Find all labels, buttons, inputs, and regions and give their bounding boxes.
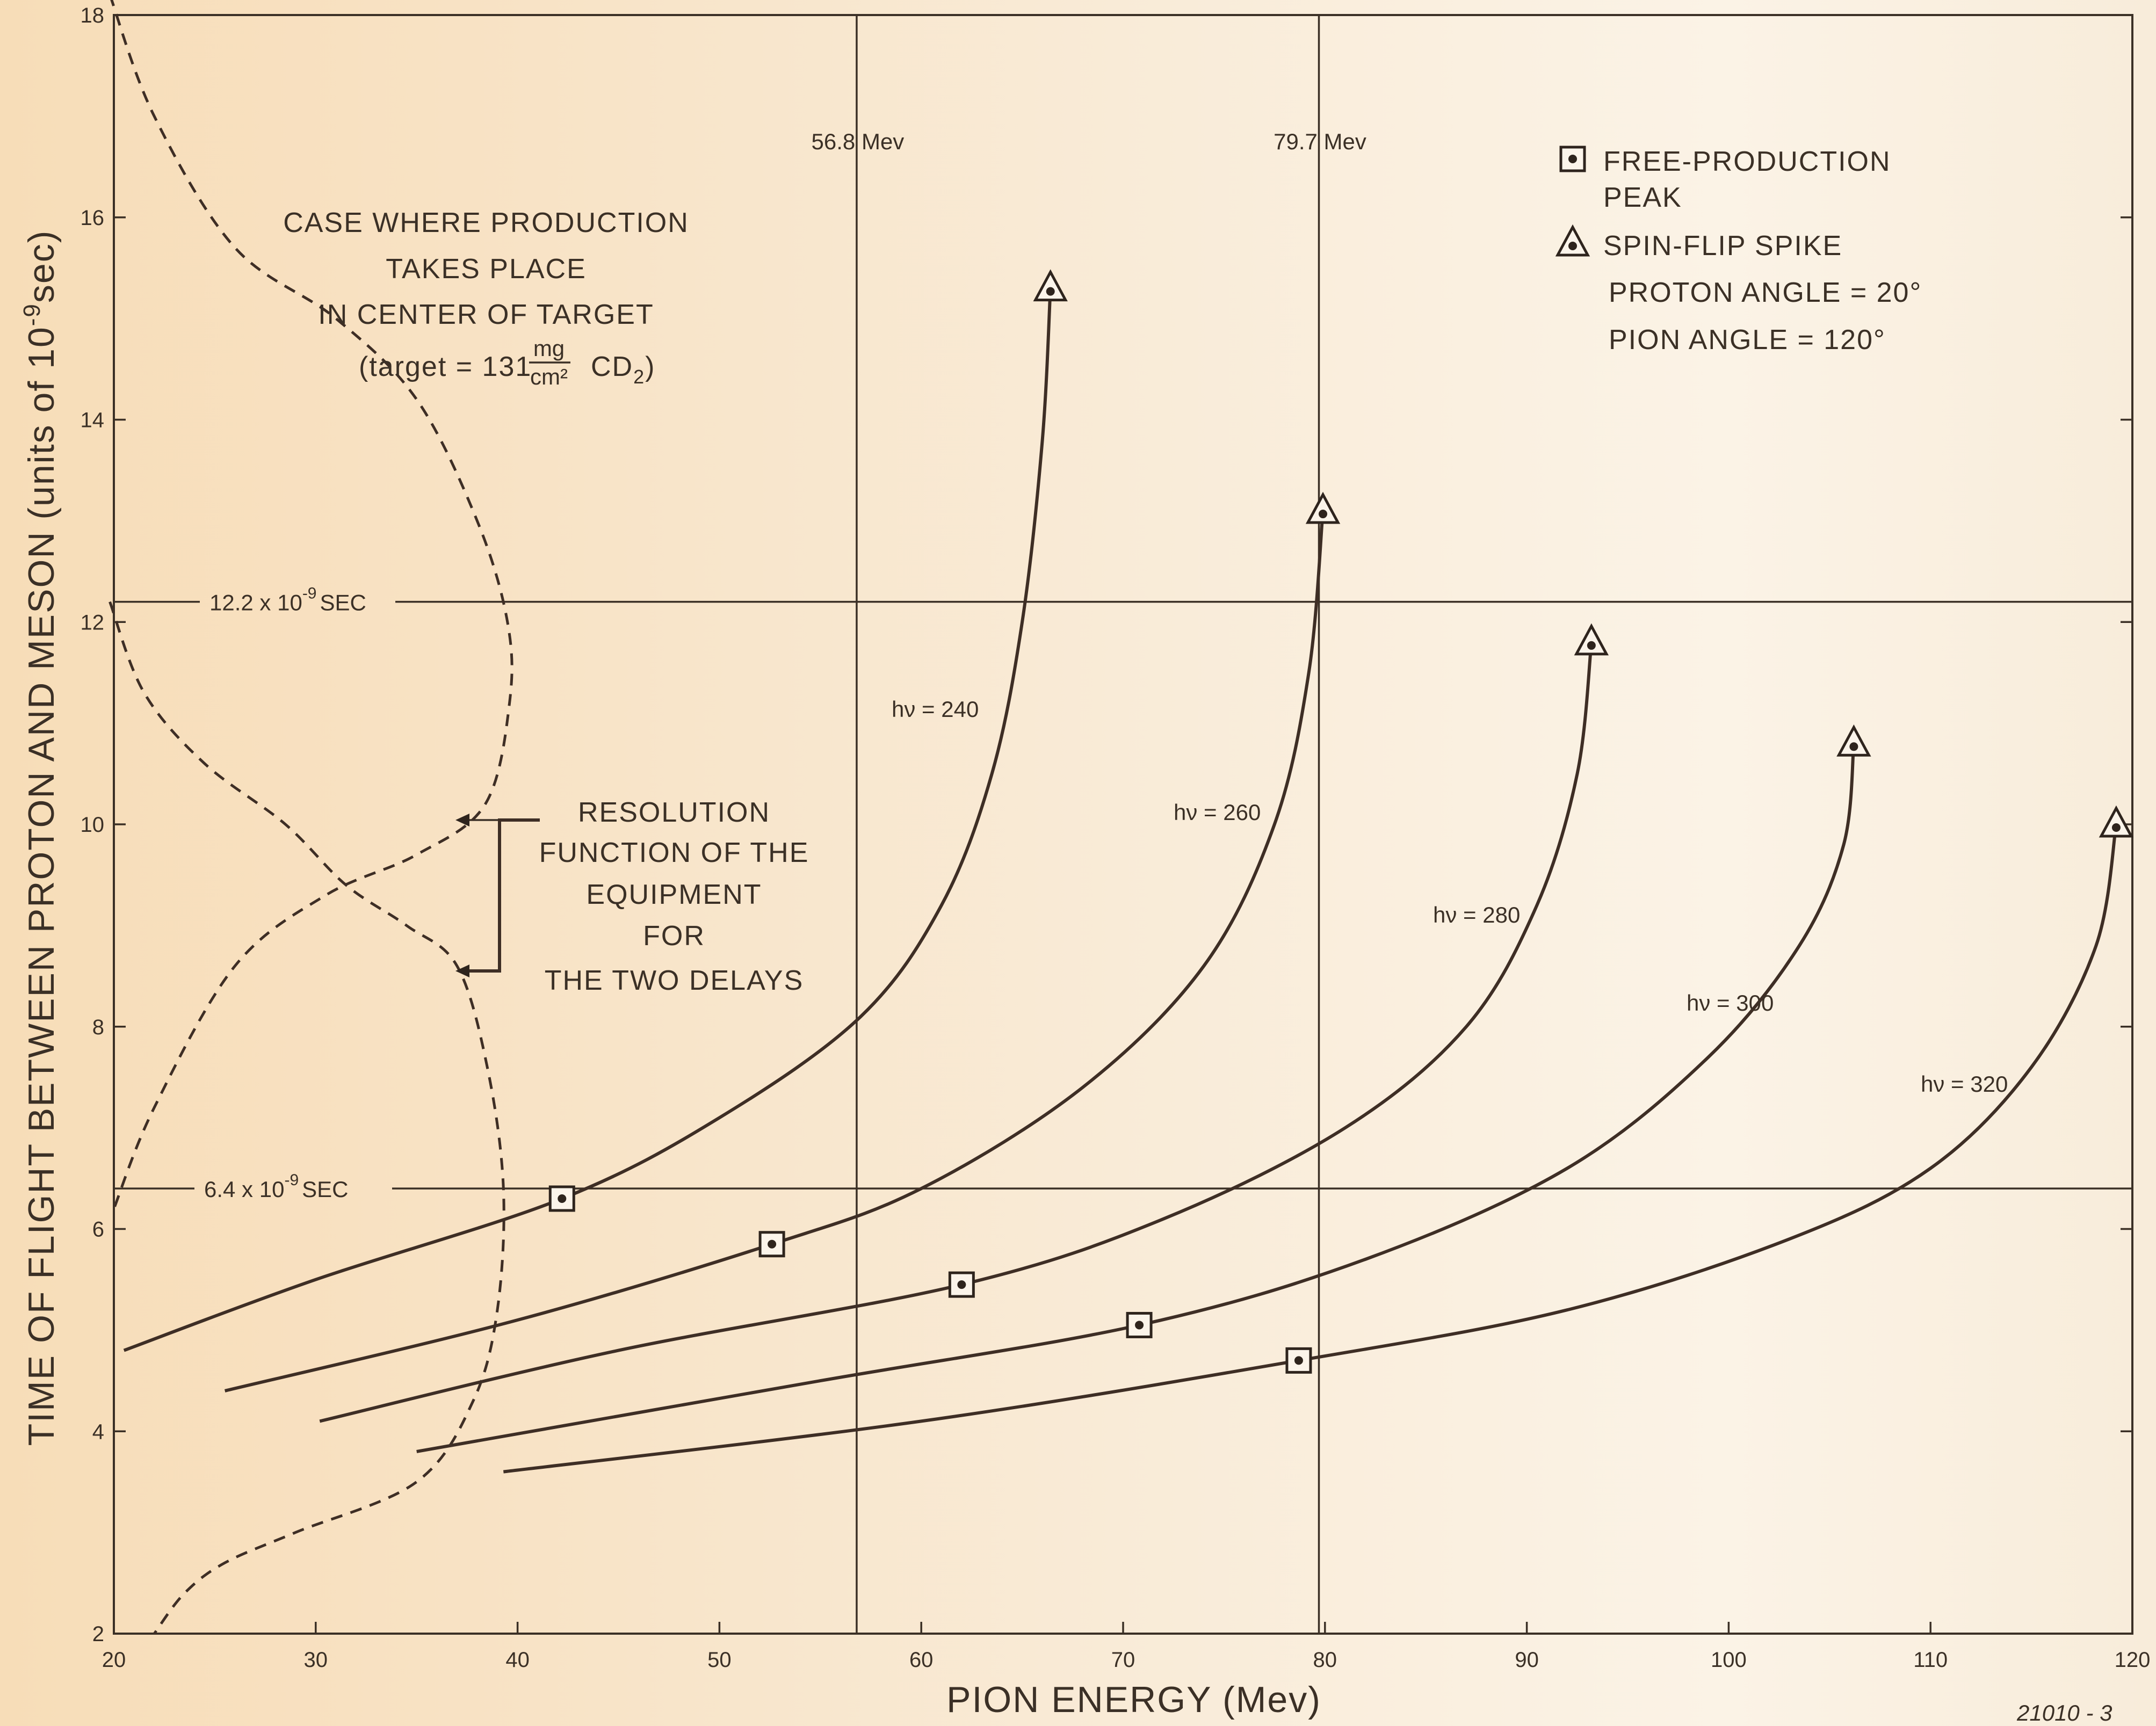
y-tick-label: 10 — [81, 813, 105, 837]
x-tick-label: 90 — [1515, 1648, 1539, 1672]
spin-flip-spike-dot — [2111, 823, 2121, 832]
horizontal-line-label-exp: -9 — [284, 1171, 299, 1189]
y-tick-label: 6 — [92, 1218, 104, 1242]
series-label: hν = 280 — [1433, 902, 1520, 927]
y-axis-title: TIME OF FLIGHT BETWEEN PROTON AND MESON … — [19, 230, 62, 1446]
y-tick-label: 2 — [92, 1622, 104, 1646]
target-close: ) — [645, 351, 655, 382]
vertical-line-label: 56.8 Mev — [812, 129, 905, 154]
proton-angle-note: PROTON ANGLE = 20° — [1609, 277, 1922, 308]
arrow-head-bottom — [455, 964, 469, 977]
case-annotation-line: CASE WHERE PRODUCTION — [283, 207, 689, 238]
grid-layer — [113, 14, 2133, 1635]
resolution-annotation-line: THE TWO DELAYS — [545, 965, 804, 996]
y-tick-label: 18 — [81, 4, 105, 27]
legend-label-spike: SPIN-FLIP SPIKE — [1603, 230, 1842, 262]
legend-square-dot — [1568, 155, 1577, 163]
x-tick-label: 80 — [1313, 1648, 1337, 1672]
x-tick-label: 100 — [1711, 1648, 1747, 1672]
series-label: hν = 260 — [1174, 800, 1261, 825]
x-tick-label: 20 — [102, 1648, 126, 1672]
spin-flip-spike-marker — [1305, 491, 1341, 524]
legend-label-peak-line2: PEAK — [1603, 182, 1682, 213]
horizontal-line-label: 12.2 x 10-9 SEC — [209, 585, 366, 615]
resolution-curve — [110, 0, 513, 1209]
x-axis-title: PION ENERGY (Mev) — [946, 1679, 1321, 1720]
target-unit-denominator: cm² — [530, 364, 568, 389]
x-tick-label: 50 — [707, 1648, 732, 1672]
horizontal-line-label-suffix: SEC — [320, 590, 366, 615]
target-compound: CD2) — [591, 351, 655, 388]
series-line — [319, 642, 1593, 1423]
horizontal-line-label-exp: -9 — [302, 585, 317, 603]
resolution-bracket — [468, 818, 540, 973]
markers-layer — [455, 146, 2134, 1374]
curves-layer — [108, 0, 2118, 1635]
y-axis-title-exp: -9 — [19, 303, 45, 326]
text-layer: 20 30 40 50 60 70 80 90 100 110 120 2 4 6 8 10 12 14 16 18 5… — [19, 4, 2150, 1725]
y-tick-label: 12 — [81, 611, 105, 634]
series-line — [224, 510, 1325, 1393]
spin-flip-spike-dot — [1319, 510, 1328, 519]
y-axis-title-base: TIME OF FLIGHT BETWEEN PROTON AND MESON … — [21, 326, 62, 1446]
x-tick-label: 30 — [304, 1648, 328, 1672]
free-production-peak-dot — [558, 1194, 567, 1203]
series-line — [503, 824, 2118, 1474]
resolution-annotation-line: FUNCTION OF THE — [539, 837, 809, 868]
x-tick-label: 120 — [2115, 1648, 2151, 1672]
legend-label-peak: FREE-PRODUCTION — [1603, 146, 1891, 177]
y-tick-label: 8 — [92, 1016, 104, 1039]
resolution-annotation-line: EQUIPMENT — [586, 879, 762, 910]
horizontal-line-label-base: 6.4 x 10 — [204, 1177, 284, 1202]
resolution-curve — [108, 601, 505, 1635]
spin-flip-spike-marker — [2099, 805, 2134, 838]
x-tick-label: 110 — [1913, 1648, 1948, 1672]
pion-angle-note: PION ANGLE = 120° — [1609, 324, 1886, 356]
spin-flip-spike-dot — [1849, 742, 1858, 751]
horizontal-line-label-suffix: SEC — [302, 1177, 348, 1202]
case-annotation-line: IN CENTER OF TARGET — [318, 299, 654, 330]
y-axis-title-tail: sec) — [21, 230, 62, 303]
resolution-annotation-line: RESOLUTION — [578, 797, 770, 828]
free-production-peak-dot — [768, 1239, 777, 1249]
series-label: hν = 300 — [1687, 990, 1774, 1016]
series-label: hν = 320 — [1921, 1071, 2008, 1097]
horizontal-line-label-base: 12.2 x 10 — [209, 590, 302, 615]
corner-note: 21010 - 3 — [2016, 1700, 2112, 1725]
target-compound-name: CD — [591, 351, 633, 382]
vertical-line-label: 79.7 Mev — [1274, 129, 1366, 154]
x-tick-label: 70 — [1111, 1648, 1135, 1672]
x-tick-label: 60 — [909, 1648, 934, 1672]
series-label: hν = 240 — [892, 697, 979, 722]
spin-flip-spike-marker — [1574, 623, 1609, 656]
target-compound-sub: 2 — [633, 366, 645, 388]
series-line — [123, 288, 1052, 1352]
free-production-peak-dot — [1294, 1356, 1303, 1365]
legend-triangle-dot — [1568, 242, 1577, 250]
spin-flip-spike-marker — [1836, 724, 1871, 757]
y-tick-label: 14 — [81, 409, 105, 432]
y-tick-label: 4 — [92, 1420, 104, 1444]
legend-triangle-marker — [1555, 224, 1590, 257]
resolution-annotation-line: FOR — [643, 920, 705, 952]
x-tick-label: 40 — [505, 1648, 530, 1672]
horizontal-line-label: 6.4 x 10-9 SEC — [204, 1171, 349, 1202]
target-annotation: (target = 131 — [359, 351, 532, 382]
arrow-head-top — [455, 814, 469, 826]
spin-flip-spike-marker — [1033, 269, 1068, 302]
target-unit-numerator: mg — [533, 336, 565, 361]
series-line — [416, 743, 1856, 1453]
target-prefix: (target = 131 — [359, 351, 532, 382]
case-annotation-line: TAKES PLACE — [386, 253, 587, 285]
free-production-peak-dot — [1135, 1321, 1144, 1330]
y-tick-label: 16 — [81, 206, 105, 230]
spin-flip-spike-dot — [1587, 641, 1596, 650]
spin-flip-spike-dot — [1046, 287, 1055, 296]
free-production-peak-dot — [957, 1280, 966, 1289]
